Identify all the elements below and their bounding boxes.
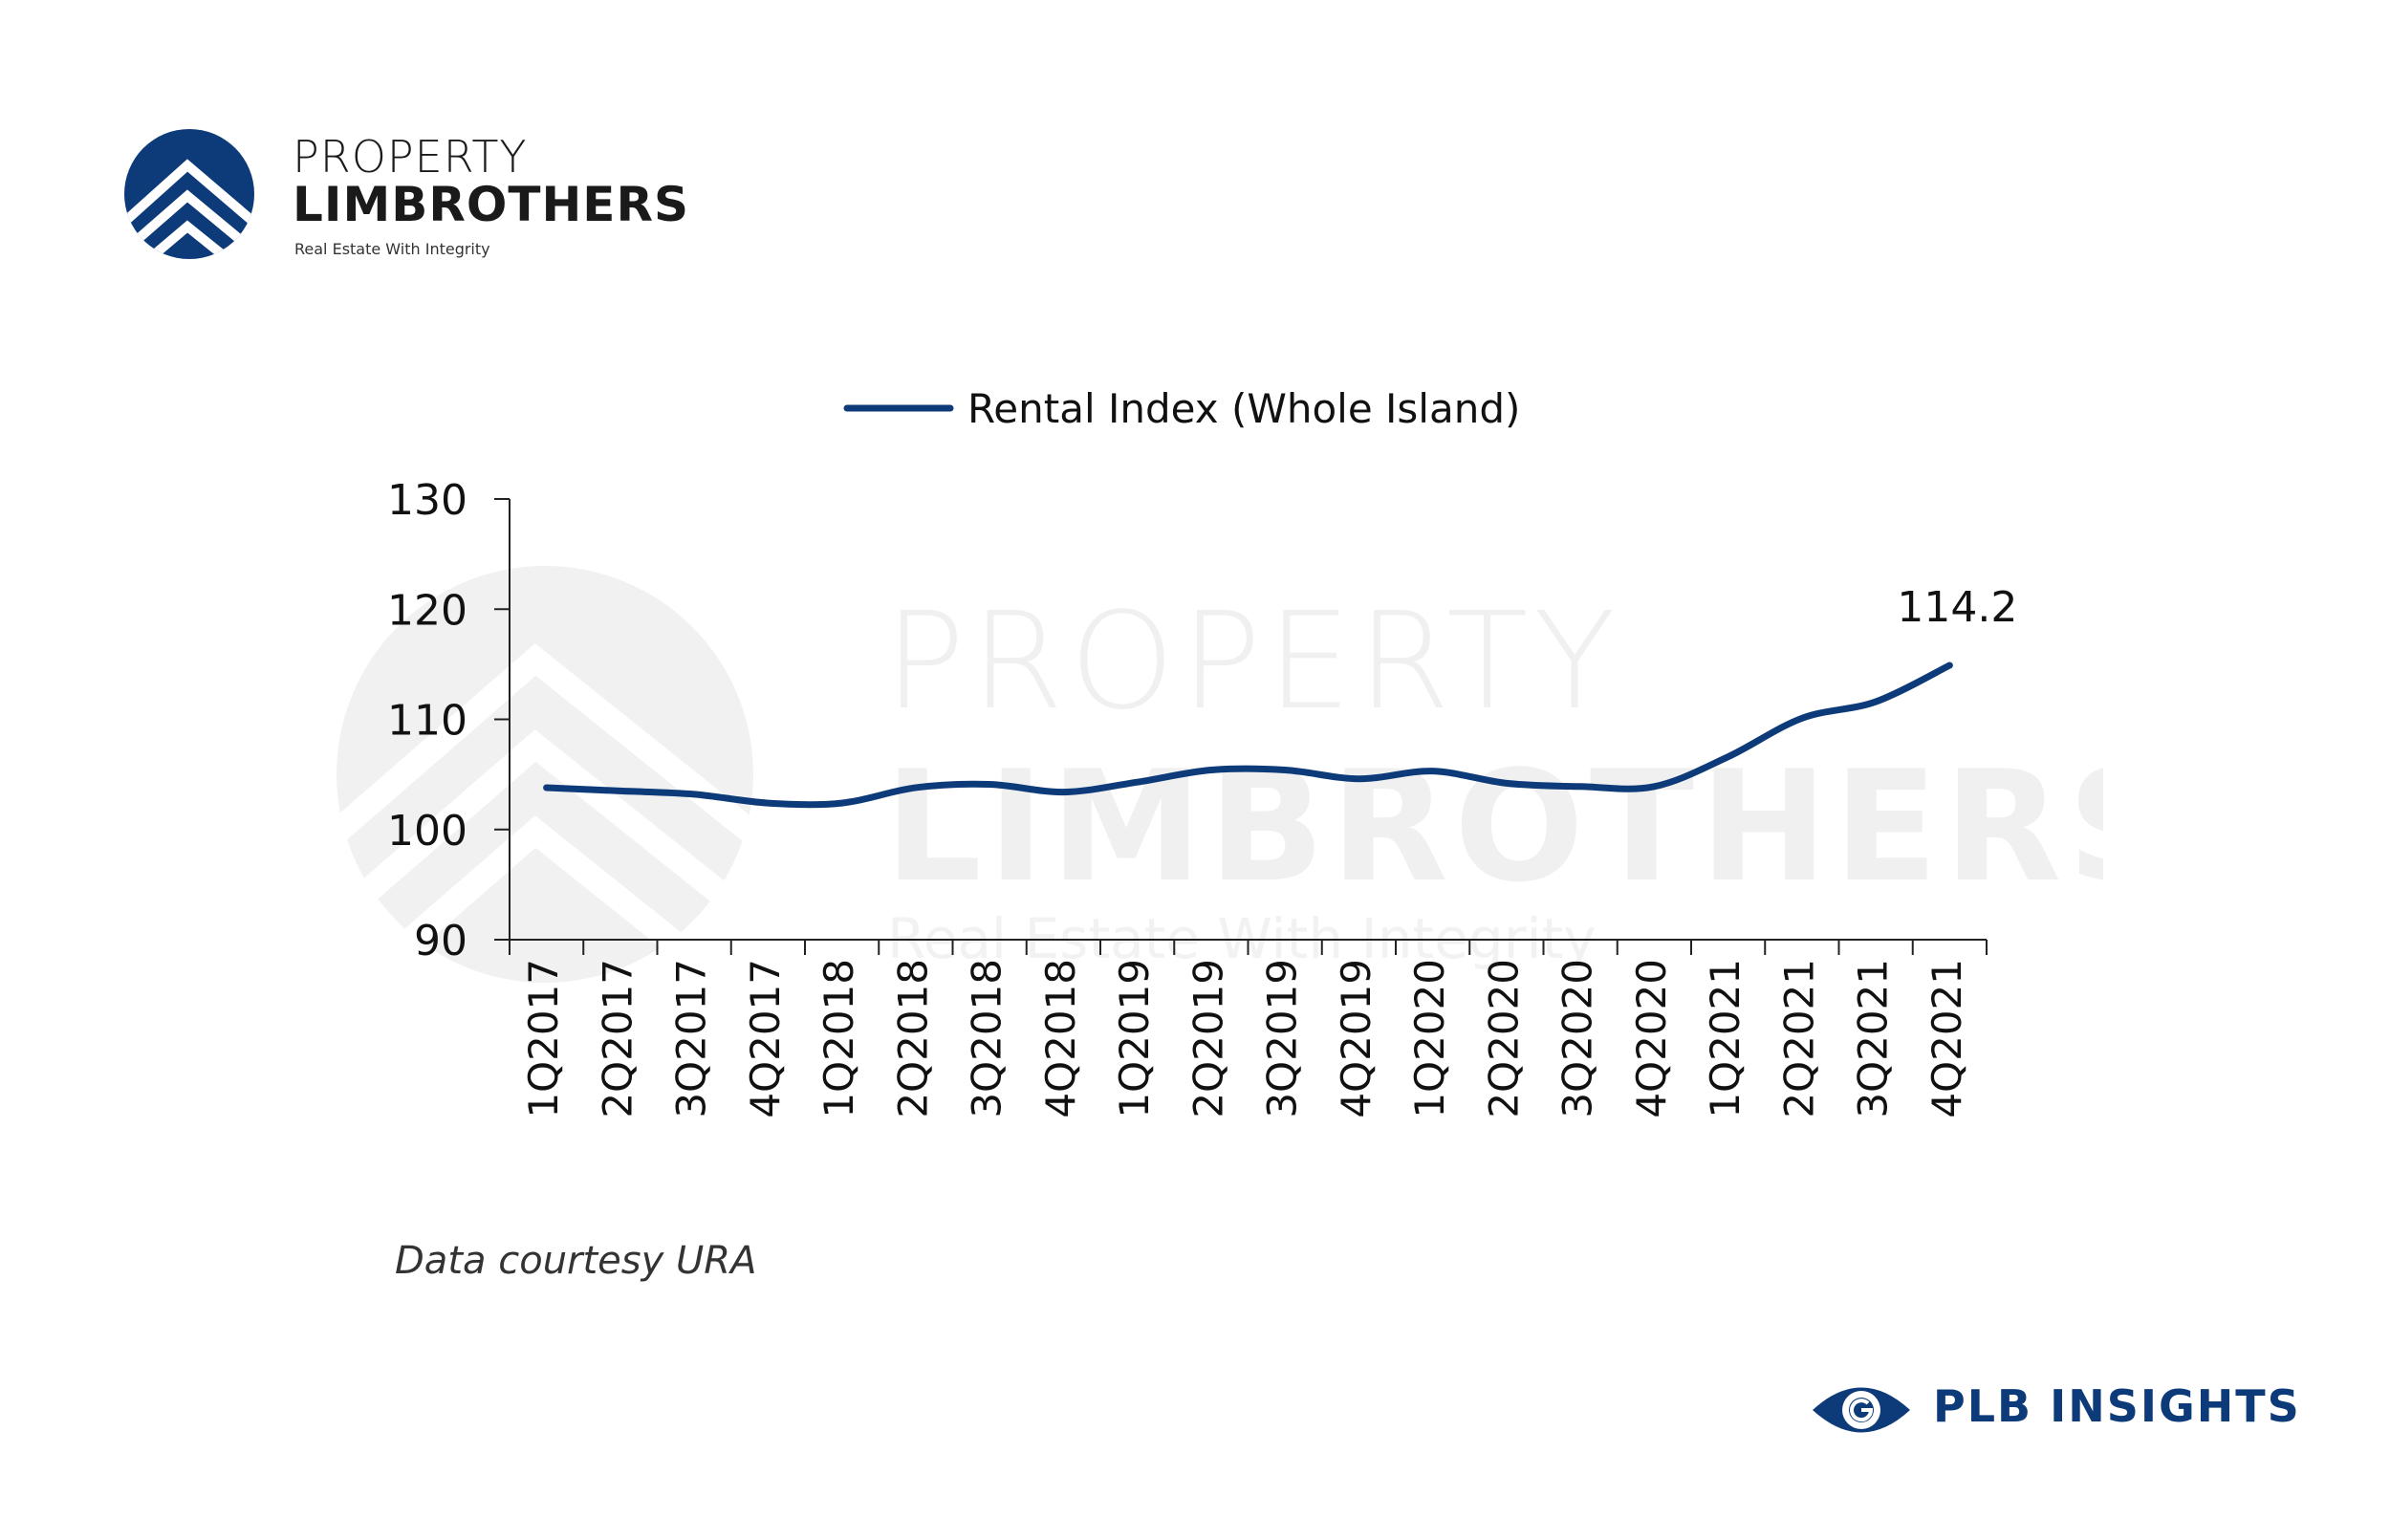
- x-axis-ticks: 1Q2017 2Q2017 3Q2017 4Q2017 1Q2018 2Q2018 3Q20…: [509, 940, 1988, 1118]
- x-tick-label: 1Q2019: [1111, 959, 1158, 1118]
- legend-label: Rental Index (Whole Island): [967, 385, 1520, 432]
- brand-tagline: Real Estate With Integrity: [294, 240, 490, 258]
- x-tick-label: 4Q2019: [1333, 959, 1380, 1118]
- brand-logo: PROPERTY LIMBROTHERS Real Estate With In…: [122, 127, 696, 271]
- y-tick-label: 130: [387, 476, 467, 525]
- x-tick-label: 3Q2020: [1554, 959, 1601, 1118]
- chart-series: [543, 662, 1953, 809]
- x-tick-label: 3Q2019: [1259, 959, 1306, 1118]
- x-tick-label: 4Q2020: [1628, 959, 1675, 1118]
- house-roof-logo-icon: [124, 129, 254, 259]
- x-tick-label: 3Q2017: [668, 959, 715, 1118]
- x-tick-label: 3Q2018: [964, 959, 1010, 1118]
- data-label: 114.2: [1897, 583, 2017, 632]
- x-tick-label: 2Q2018: [889, 959, 936, 1118]
- plb-insights-badge: PLB INSIGHTS: [1809, 1377, 2306, 1443]
- chart-annotations: 114.2: [1897, 583, 2017, 632]
- brand-line-1: PROPERTY: [293, 131, 528, 183]
- y-tick-label: 90: [414, 917, 467, 965]
- chart-axes: [509, 499, 1987, 941]
- x-tick-label: 1Q2017: [520, 959, 567, 1118]
- y-axis-ticks: 90 100 110 120 130: [387, 476, 510, 965]
- eye-icon: [1813, 1387, 1910, 1433]
- y-tick-label: 100: [387, 807, 467, 856]
- x-tick-label: 1Q2021: [1702, 959, 1749, 1118]
- x-tick-label: 1Q2018: [815, 959, 862, 1118]
- x-tick-label: 2Q2020: [1480, 959, 1527, 1118]
- brand-line-2: LIMBROTHERS: [293, 177, 689, 232]
- plb-insights-label: PLB INSIGHTS: [1933, 1380, 2301, 1432]
- series-line-rental-index: [543, 662, 1953, 809]
- x-tick-label: 4Q2021: [1923, 959, 1970, 1118]
- data-source-note: Data courtesy URA: [395, 1239, 757, 1283]
- x-tick-label: 2Q2017: [594, 959, 641, 1118]
- y-tick-label: 110: [387, 697, 467, 746]
- x-tick-label: 1Q2020: [1406, 959, 1453, 1118]
- x-tick-label: 4Q2018: [1037, 959, 1084, 1118]
- x-tick-label: 3Q2021: [1850, 959, 1897, 1118]
- y-tick-label: 120: [387, 586, 467, 635]
- x-tick-label: 4Q2017: [742, 959, 789, 1118]
- x-tick-label: 2Q2021: [1775, 959, 1822, 1118]
- chart-legend: Rental Index (Whole Island): [843, 385, 1520, 432]
- x-tick-label: 2Q2019: [1184, 959, 1231, 1118]
